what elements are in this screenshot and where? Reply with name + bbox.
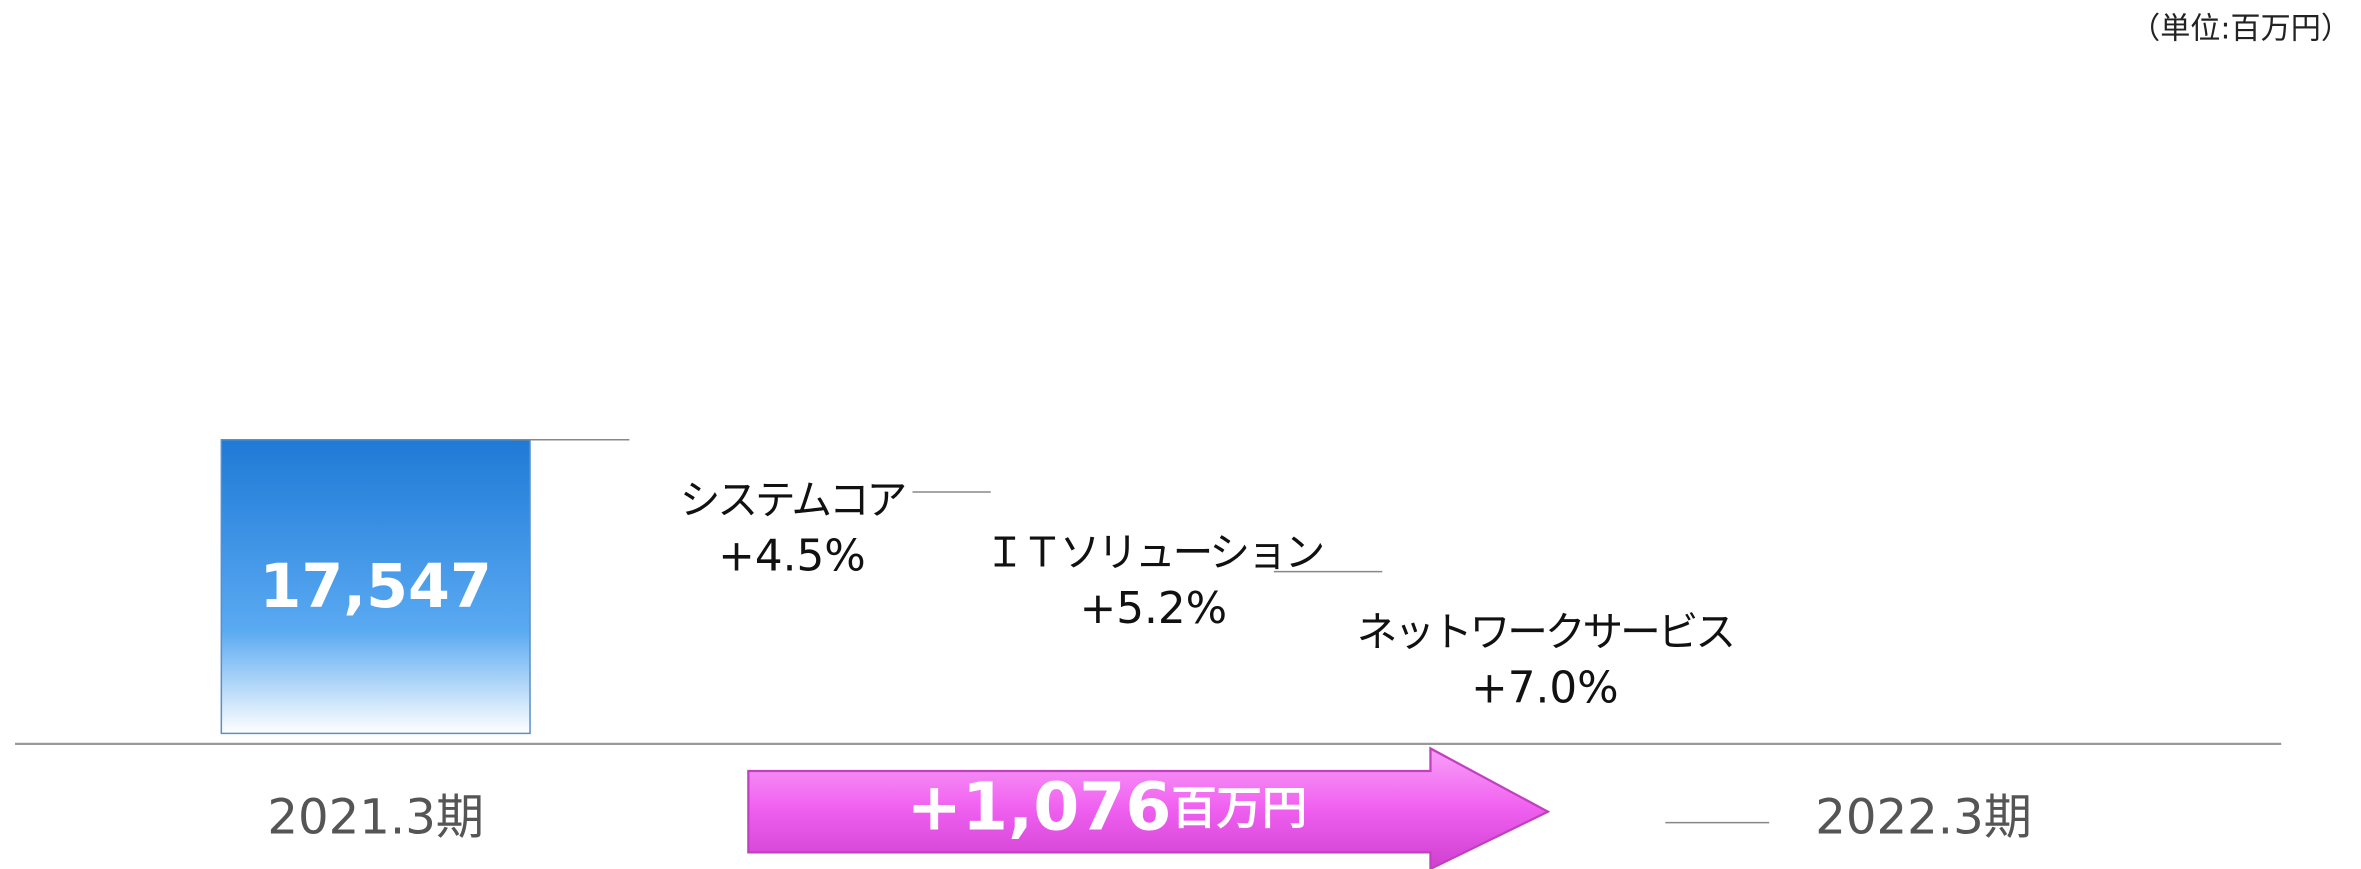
growth-label: +5.2% — [1080, 583, 1228, 634]
unit-note: （単位:百万円） — [2130, 12, 2351, 47]
total-change-value: +1,076 — [906, 769, 1171, 846]
total-change-label: +1,076百万円 — [906, 769, 1307, 846]
value-label: 17,547 — [259, 552, 491, 622]
total-arrow — [747, 746, 1551, 869]
bar — [220, 439, 531, 735]
value-label: +706 — [1449, 664, 1616, 730]
value-label: +147 — [696, 433, 863, 499]
category-label: ＩＴソリューション — [984, 528, 1322, 576]
total-change-unit: 百万円 — [1172, 782, 1307, 835]
value-label: +224 — [1058, 498, 1225, 564]
growth-label: +4.5% — [718, 531, 866, 582]
growth-label: +7.0% — [1471, 663, 1619, 714]
category-label: ネットワークサービス — [1357, 608, 1733, 656]
category-label: 2022.3期 — [1815, 790, 2032, 846]
category-label: システムコア — [680, 476, 905, 524]
value-label: 18,623 — [1807, 356, 2039, 426]
category-label: 2021.3期 — [267, 790, 484, 846]
